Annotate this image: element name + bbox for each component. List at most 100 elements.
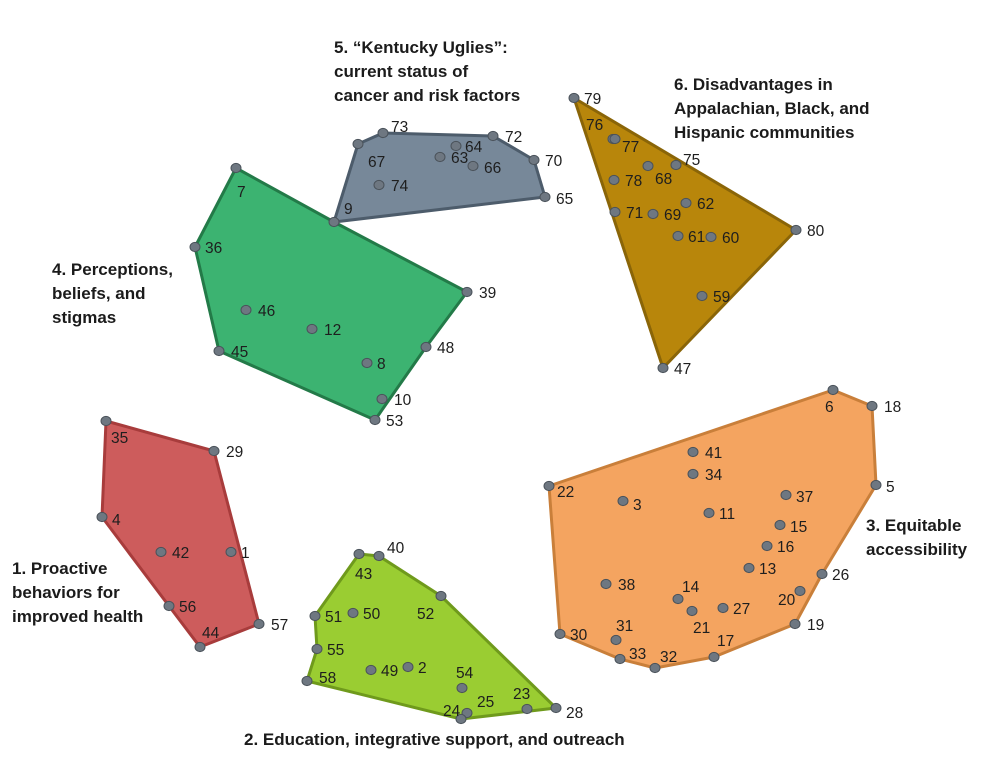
statement-label-70: 70 [545,153,563,170]
statement-point-18 [866,400,878,412]
statement-label-13: 13 [759,561,776,578]
statement-point-65 [539,191,551,203]
statement-label-41: 41 [705,445,722,462]
statement-label-33: 33 [629,646,646,663]
statement-point-12 [306,323,318,335]
cluster-title-c4-line-2: beliefs, and [52,284,146,303]
cluster-hulls [100,96,878,721]
statement-label-36: 36 [205,240,222,257]
cluster-title-c2-line-1: 2. Education, integrative support, and o… [244,730,625,749]
statement-point-67 [352,138,364,150]
statement-point-8 [361,357,373,369]
statement-point-4 [96,511,108,523]
statement-point-43 [353,548,365,560]
statement-point-53 [369,414,381,426]
statement-point-26 [816,568,828,580]
statement-label-49: 49 [381,663,398,680]
statement-point-16 [761,540,773,552]
statement-label-68: 68 [655,171,672,188]
statement-point-2 [402,661,414,673]
statement-point-29 [208,445,220,457]
statement-label-7: 7 [237,184,246,201]
statement-point-36 [189,241,201,253]
statement-label-52: 52 [417,606,434,623]
statement-label-5: 5 [886,479,895,496]
statement-point-20 [794,585,806,597]
cluster-title-c5-line-2: current status of [334,62,468,81]
statement-label-64: 64 [465,139,483,156]
statement-point-30 [554,628,566,640]
statement-point-75 [670,159,682,171]
statement-label-46: 46 [258,303,275,320]
statement-point-55 [311,643,323,655]
statement-label-59: 59 [713,289,730,306]
statement-point-61 [672,230,684,242]
statement-point-32 [649,662,661,674]
statement-point-34 [687,468,699,480]
statement-label-45: 45 [231,344,248,361]
statement-label-16: 16 [777,539,794,556]
statement-label-3: 3 [633,497,642,514]
statement-label-19: 19 [807,617,824,634]
statement-point-62 [680,197,692,209]
cluster-title-c1-line-1: 1. Proactive [12,559,107,578]
cluster-title-c6-line-2: Appalachian, Black, and [674,99,870,118]
statement-point-58 [301,675,313,687]
statement-label-47: 47 [674,361,691,378]
statement-point-73 [377,127,389,139]
statement-point-7 [230,162,242,174]
statement-point-63 [434,151,446,163]
statement-label-72: 72 [505,129,522,146]
statement-point-13 [743,562,755,574]
statement-label-53: 53 [386,413,403,430]
statement-label-20: 20 [778,592,796,609]
statement-label-77: 77 [622,139,639,156]
cluster-title-c5-line-3: cancer and risk factors [334,86,520,105]
statement-label-74: 74 [391,178,409,195]
statement-point-57 [253,618,265,630]
statement-point-54 [456,682,468,694]
cluster-hull-c4 [193,166,469,422]
statement-point-44 [194,641,206,653]
statement-point-78 [608,174,620,186]
statement-label-10: 10 [394,392,412,409]
statement-point-14 [672,593,684,605]
statement-point-3 [617,495,629,507]
statement-label-37: 37 [796,489,813,506]
statement-label-80: 80 [807,223,825,240]
statement-point-28 [550,702,562,714]
statement-label-26: 26 [832,567,849,584]
statement-label-27: 27 [733,601,750,618]
statement-point-51 [309,610,321,622]
statement-point-24 [455,713,467,725]
statement-label-8: 8 [377,356,386,373]
statement-label-66: 66 [484,160,501,177]
statement-label-48: 48 [437,340,454,357]
statement-label-12: 12 [324,322,341,339]
statement-label-63: 63 [451,150,468,167]
cluster-title-c6-line-1: 6. Disadvantages in [674,75,833,94]
statement-label-25: 25 [477,694,494,711]
statement-label-61: 61 [688,229,705,246]
statement-point-41 [687,446,699,458]
statement-label-43: 43 [355,566,372,583]
cluster-hull-c5 [332,131,547,224]
statement-label-75: 75 [683,152,700,169]
cluster-title-c3-line-2: accessibility [866,540,968,559]
statement-point-77 [609,133,621,145]
statement-label-11: 11 [719,506,735,523]
statement-label-15: 15 [790,519,807,536]
cluster-title-c1-line-2: behaviors for [12,583,120,602]
statement-label-18: 18 [884,399,901,416]
statement-point-33 [614,653,626,665]
cluster-title-c6-line-3: Hispanic communities [674,123,854,142]
statement-label-38: 38 [618,577,635,594]
statement-point-19 [789,618,801,630]
statement-label-73: 73 [391,119,408,136]
statement-point-46 [240,304,252,316]
statement-point-6 [827,384,839,396]
statement-label-56: 56 [179,599,196,616]
statement-label-55: 55 [327,642,344,659]
statement-label-28: 28 [566,705,583,722]
statement-label-57: 57 [271,617,288,634]
